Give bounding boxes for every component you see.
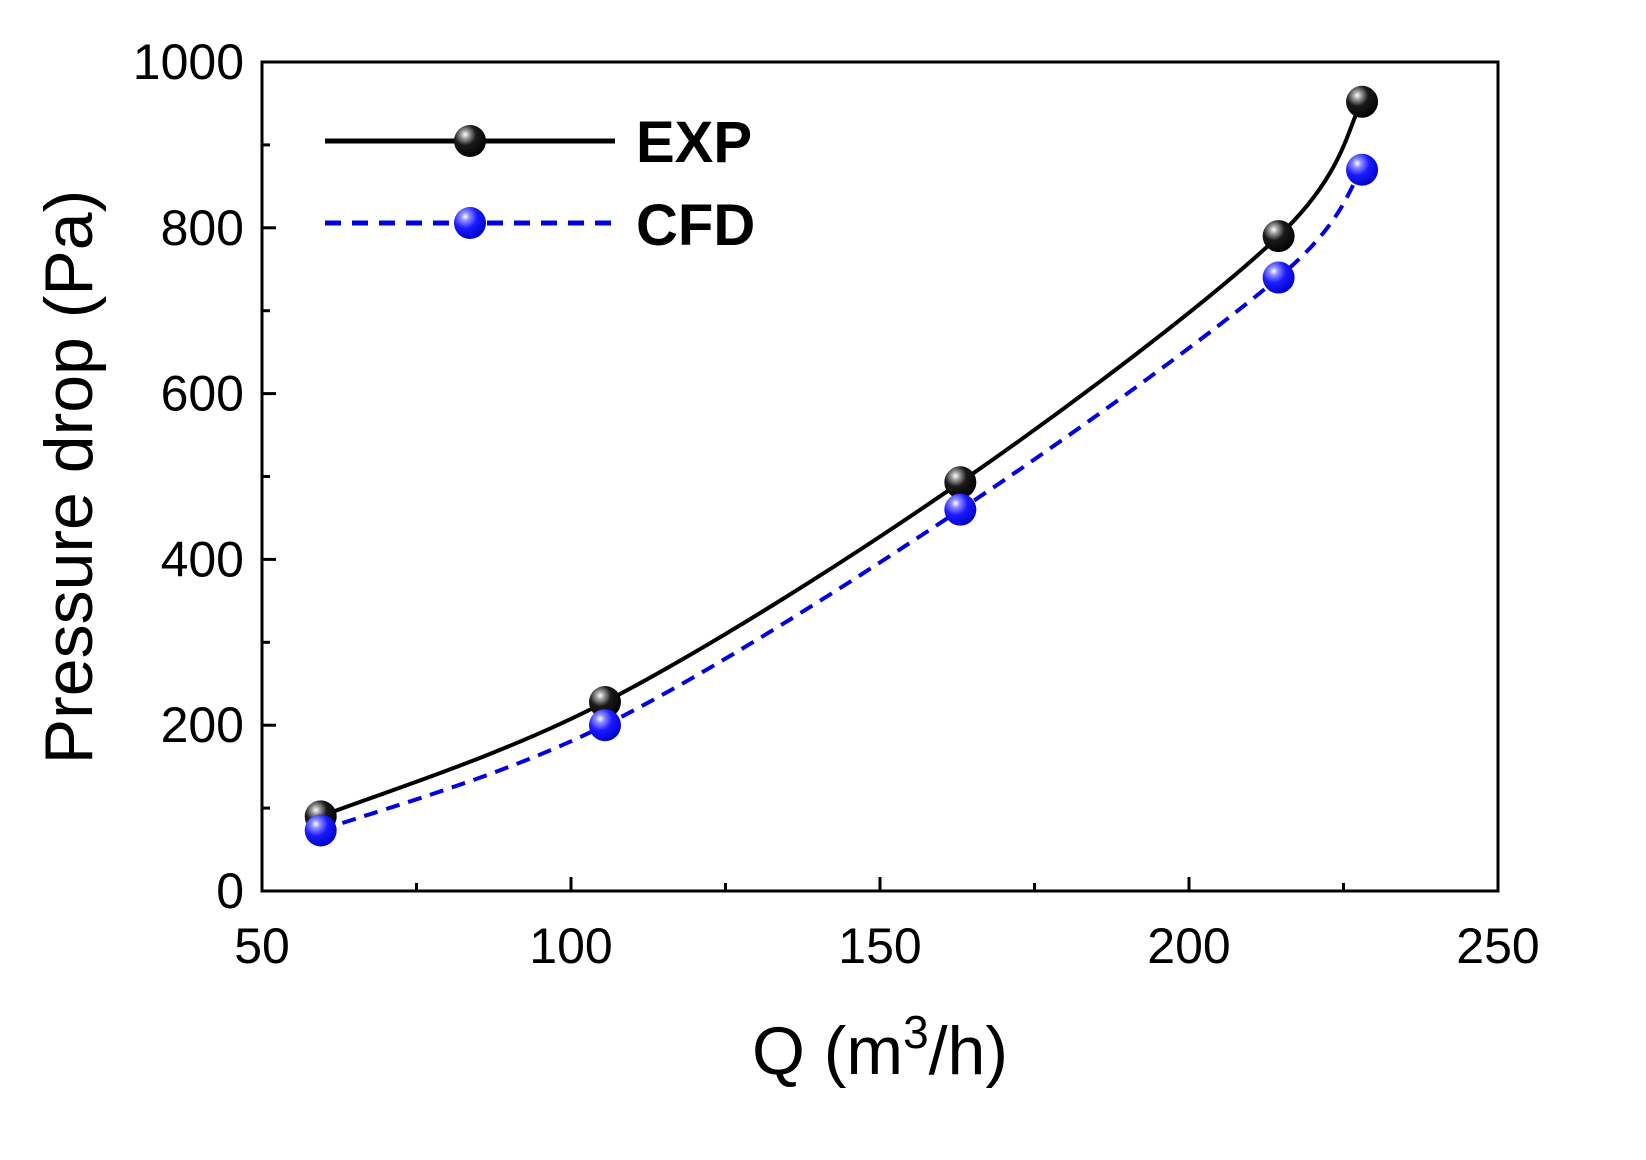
y-tick-label: 0 — [216, 863, 244, 919]
data-point-exp — [588, 685, 621, 718]
tick-labels: 50 100 150 200 250 0 200 400 600 800 1000 — [133, 34, 1540, 974]
x-tick-label: 100 — [529, 918, 612, 974]
data-point-exp — [944, 466, 977, 499]
y-tick-label: 1000 — [133, 34, 244, 90]
data-point-cfd — [1346, 153, 1379, 186]
x-axis-title: Q (m3/h) — [752, 1006, 1008, 1089]
data-point-cfd — [588, 709, 621, 742]
plot-frame — [260, 60, 1500, 893]
legend-exp-label: EXP — [636, 110, 752, 175]
series-line-cfd — [320, 168, 1364, 833]
x-tick-label: 50 — [234, 918, 290, 974]
y-tick-label: 400 — [161, 531, 244, 587]
legend: EXP CFD — [325, 110, 755, 258]
legend-cfd-label: CFD — [636, 193, 755, 258]
y-tick-label: 200 — [161, 697, 244, 753]
x-tick-label: 200 — [1147, 918, 1230, 974]
data-point-cfd — [944, 493, 977, 526]
legend-cfd-marker — [454, 207, 486, 239]
data-point-exp — [1346, 85, 1379, 118]
y-tick-label: 800 — [161, 200, 244, 256]
y-tick-label: 600 — [161, 366, 244, 422]
legend-exp-marker — [454, 125, 486, 157]
major-ticks — [260, 60, 1500, 893]
x-tick-label: 150 — [838, 918, 921, 974]
data-point-exp — [1262, 220, 1295, 253]
data-point-cfd — [1262, 261, 1295, 294]
data-point-cfd — [304, 814, 337, 847]
y-axis-title: Pressure drop (Pa) — [31, 190, 107, 764]
x-tick-label: 250 — [1456, 918, 1539, 974]
series-markers — [304, 85, 1379, 847]
